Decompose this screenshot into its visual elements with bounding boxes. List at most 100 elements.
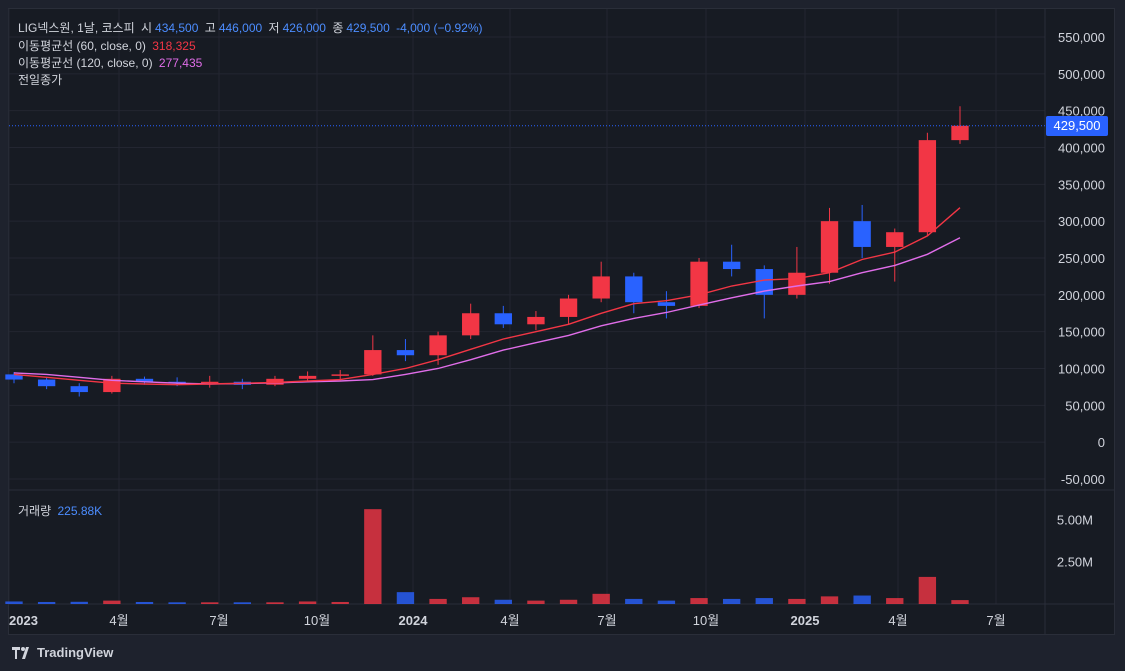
candle-body bbox=[788, 272, 806, 295]
candle-body bbox=[266, 378, 284, 385]
legend-open-label: 시 bbox=[140, 21, 153, 35]
volume-bar bbox=[5, 601, 23, 604]
y-tick-label: 200,000 bbox=[1058, 288, 1105, 303]
y-tick-label: 500,000 bbox=[1058, 67, 1105, 82]
legend-close-label: 종 bbox=[332, 21, 344, 35]
candle-body bbox=[722, 261, 741, 270]
candle-body bbox=[494, 313, 512, 325]
volume-bar bbox=[364, 509, 382, 604]
candle-body bbox=[462, 313, 480, 336]
legend-symbol[interactable]: LIG넥스원, 1날, 코스피 bbox=[18, 21, 135, 35]
volume-bar bbox=[37, 601, 56, 604]
candle-body bbox=[70, 386, 88, 393]
legend-volume-label: 거래량 bbox=[18, 504, 52, 518]
x-tick-label: 4월 bbox=[500, 613, 519, 628]
x-tick-label: 2023 bbox=[9, 613, 38, 628]
volume-bar bbox=[722, 598, 741, 604]
volume-bar bbox=[331, 601, 349, 604]
volume-bar bbox=[233, 602, 252, 604]
y-tick-label: 50,000 bbox=[1065, 398, 1105, 413]
y-tick-label: -50,000 bbox=[1061, 472, 1105, 487]
legend-ma60-row[interactable]: 이동평균선 (60, close, 0) 318,325 bbox=[18, 37, 199, 54]
legend-prev-close-row[interactable]: 전일종가 bbox=[18, 71, 65, 88]
volume-bar bbox=[820, 596, 839, 604]
last-price-tag: 429,500 bbox=[1046, 115, 1108, 136]
legend-change: -4,000 (−0.92%) bbox=[396, 21, 483, 35]
volume-bar bbox=[168, 602, 186, 604]
legend-ma120-row[interactable]: 이동평균선 (120, close, 0) 277,435 bbox=[18, 54, 205, 71]
y-tick-label: 150,000 bbox=[1058, 325, 1105, 340]
volume-bar bbox=[462, 597, 480, 604]
candle-body bbox=[820, 221, 839, 273]
candle-body bbox=[168, 381, 186, 384]
legend-volume-value: 225.88K bbox=[57, 504, 103, 518]
candle-body bbox=[37, 379, 56, 387]
y-tick-label: 300,000 bbox=[1058, 214, 1105, 229]
x-tick-label: 2025 bbox=[791, 613, 820, 628]
x-tick-label: 7월 bbox=[209, 613, 228, 628]
chart-frame bbox=[8, 8, 1115, 635]
y-tick-label: 100,000 bbox=[1058, 362, 1105, 377]
volume-bar bbox=[266, 602, 284, 604]
x-tick-label: 4월 bbox=[109, 613, 128, 628]
volume-bar bbox=[70, 601, 88, 604]
candle-body bbox=[853, 221, 871, 247]
volume-bar bbox=[951, 600, 969, 604]
volume-bar bbox=[625, 598, 643, 604]
legend-high: 446,000 bbox=[218, 21, 263, 35]
candle-body bbox=[951, 125, 969, 141]
candle-body bbox=[527, 316, 545, 325]
volume-tick-label: 5.00M bbox=[1057, 512, 1093, 527]
candle-body bbox=[755, 269, 773, 295]
candle-body bbox=[690, 261, 708, 306]
y-tick-label: 250,000 bbox=[1058, 251, 1105, 266]
candle-body bbox=[364, 350, 382, 375]
volume-bar bbox=[886, 598, 904, 604]
volume-bar bbox=[918, 576, 937, 604]
grid-lines bbox=[8, 9, 1045, 604]
y-tick-label: 400,000 bbox=[1058, 141, 1105, 156]
legend-low: 426,000 bbox=[282, 21, 326, 35]
candle-body bbox=[396, 350, 415, 356]
y-tick-label: 0 bbox=[1098, 435, 1105, 450]
volume-bar bbox=[788, 598, 806, 604]
volume-bar bbox=[103, 600, 121, 604]
candle-body bbox=[135, 378, 154, 382]
volume-bar bbox=[396, 592, 415, 604]
legend-ma60-value: 318,325 bbox=[152, 39, 196, 53]
volume-bar bbox=[429, 598, 447, 604]
x-tick-label: 2024 bbox=[399, 613, 429, 628]
candle-body bbox=[625, 276, 643, 303]
y-tick-label: 450,000 bbox=[1058, 104, 1105, 119]
legend-low-label: 저 bbox=[268, 21, 280, 35]
legend-volume-row[interactable]: 거래량 225.88K bbox=[18, 502, 105, 519]
volume-axis-labels: 5.00M 2.50M bbox=[1057, 512, 1093, 569]
footer-brand[interactable]: TradingView bbox=[12, 645, 113, 660]
candle-body bbox=[331, 374, 349, 376]
legend-ma60-label: 이동평균선 (60, close, 0) bbox=[18, 39, 146, 53]
volume-bar bbox=[592, 593, 610, 604]
volume-bar bbox=[657, 600, 676, 604]
candle-body bbox=[298, 375, 317, 379]
volume-bar bbox=[755, 598, 773, 604]
candle-body bbox=[918, 140, 937, 233]
axes bbox=[9, 9, 1114, 634]
ma60-line bbox=[13, 207, 961, 386]
volume-bars bbox=[5, 509, 969, 604]
volume-bar bbox=[527, 600, 545, 604]
legend-ma120-label: 이동평균선 (120, close, 0) bbox=[18, 56, 153, 70]
candles bbox=[5, 106, 969, 397]
x-tick-label: 7월 bbox=[597, 613, 616, 628]
x-tick-label: 7월 bbox=[986, 613, 1005, 628]
volume-bar bbox=[135, 601, 154, 604]
legend-ohlc-row: LIG넥스원, 1날, 코스피 시 434,500 고 446,000 저 426,0… bbox=[18, 19, 486, 36]
legend-high-label: 고 bbox=[204, 21, 216, 35]
volume-bar bbox=[494, 599, 512, 604]
x-tick-label: 10월 bbox=[304, 613, 330, 628]
volume-bar bbox=[853, 595, 871, 604]
legend-open: 434,500 bbox=[155, 21, 199, 35]
y-tick-label: 350,000 bbox=[1058, 177, 1105, 192]
volume-bar bbox=[298, 601, 317, 604]
candle-body bbox=[559, 298, 578, 317]
